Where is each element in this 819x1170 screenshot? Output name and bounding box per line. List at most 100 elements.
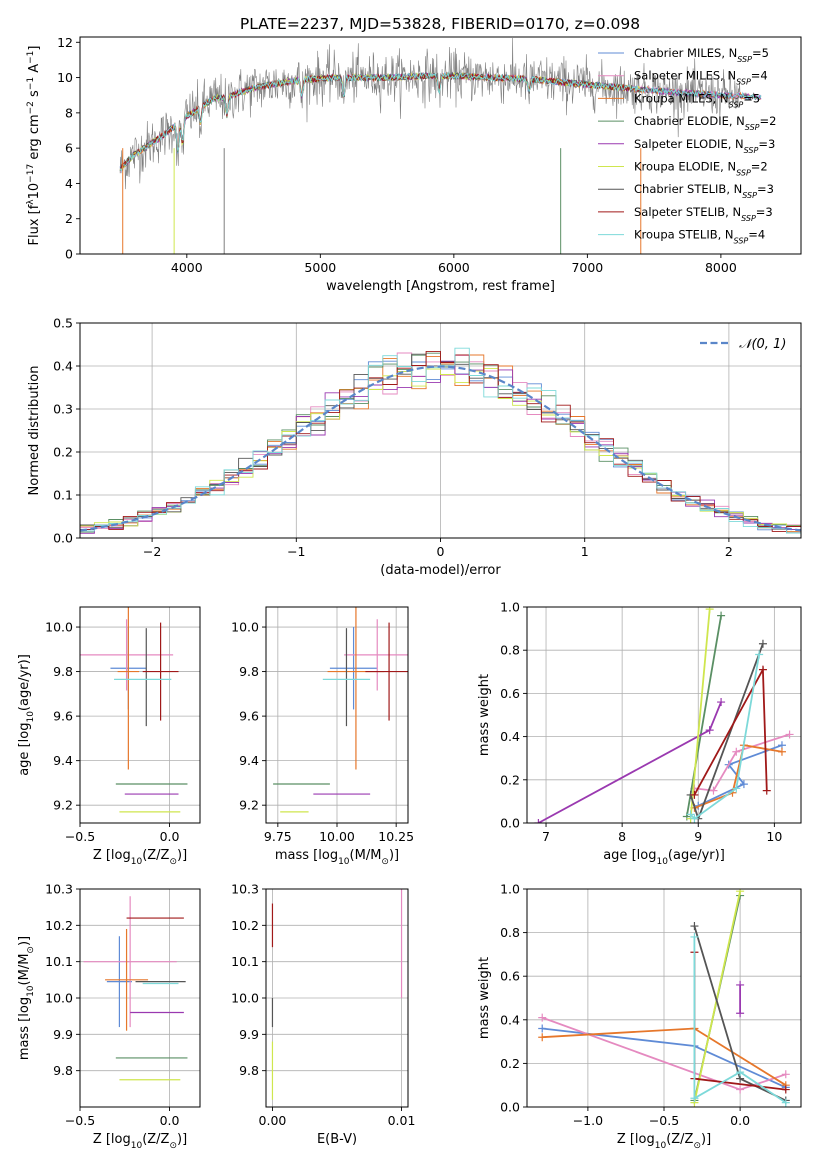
spectrum-ylabel-part: erg cm bbox=[27, 114, 42, 163]
age-vs-z-xtick-label: −0.5 bbox=[65, 829, 95, 844]
mass-weight-line bbox=[693, 937, 787, 1104]
residuals-xtick-label: 1 bbox=[581, 544, 589, 559]
mass-weight-vs-z-ytick-label: 1.0 bbox=[500, 882, 520, 897]
legend-entry-sub: SSP bbox=[745, 123, 760, 132]
legend-entry-sub: SSP bbox=[744, 145, 759, 154]
residuals-xtick-label: 0 bbox=[437, 544, 445, 559]
age-vs-mass-ytick-label: 9.6 bbox=[239, 709, 259, 724]
mass-weight-vs-age-xtick-label: 9 bbox=[694, 829, 702, 844]
legend-entry-name: Chabrier ELODIE, N bbox=[634, 114, 745, 128]
mass-weight-marker bbox=[690, 922, 699, 931]
legend-entry-name: Kroupa STELIB, N bbox=[634, 228, 734, 242]
residuals-ylabel: Normed distribution bbox=[27, 366, 42, 496]
residuals-ytick-label: 0.4 bbox=[53, 359, 73, 374]
mass-weight-vs-z-xlabel: Z [log10(Z/Z⊙)] bbox=[617, 1132, 711, 1151]
mass-vs-ebv-ytick-label: 9.9 bbox=[239, 1027, 259, 1042]
age-vs-z-ytick-label: 9.4 bbox=[53, 753, 73, 768]
mass-weight-vs-z-xlabel-part: (Z/Z bbox=[666, 1132, 693, 1147]
age-vs-z-plot-area bbox=[80, 607, 188, 813]
age-vs-z-axes: −0.5 0.09.29.49.69.810.0Z [log10(Z/Z⊙)]ag… bbox=[17, 606, 201, 867]
age-vs-mass-xlabel-part: )] bbox=[389, 848, 399, 863]
mass-vs-z-ytick-label: 9.8 bbox=[53, 1063, 73, 1078]
age-vs-mass-ytick-label: 9.8 bbox=[239, 664, 259, 679]
mass-weight-marker bbox=[538, 1024, 547, 1033]
age-vs-z-xlabel-part: )] bbox=[177, 848, 187, 863]
spectrum-xtick-label: 8000 bbox=[705, 260, 737, 275]
spectrum-model-line bbox=[119, 72, 641, 170]
mass-weight-vs-age-ytick-label: 1.0 bbox=[500, 600, 520, 615]
mass-vs-ebv-ytick-label: 10.3 bbox=[231, 882, 259, 897]
mass-vs-ebv-ytick-label: 9.8 bbox=[239, 1063, 259, 1078]
mass-vs-ebv-xlabel: E(B-V) bbox=[317, 1132, 357, 1147]
spectrum-frame bbox=[79, 36, 802, 255]
age-vs-z-ytick-label: 9.6 bbox=[53, 709, 73, 724]
mass-weight-marker bbox=[736, 1068, 745, 1077]
legend-entry-label: Salpeter STELIB, NSSP=3 bbox=[634, 205, 773, 223]
mass-weight-vs-z-xtick-label: 0.0 bbox=[730, 1113, 750, 1128]
mass-vs-z-axes: −0.5 0.09.89.910.010.110.210.3Z [log10(Z/… bbox=[17, 882, 201, 1151]
mass-weight-vs-age-ytick-label: 0.4 bbox=[500, 729, 520, 744]
mass-vs-z-xlabel-part: )] bbox=[177, 1132, 187, 1147]
mass-vs-z-ytick-label: 10.1 bbox=[45, 954, 73, 969]
mass-vs-z-ylabel-part: (M/M bbox=[17, 954, 32, 986]
mass-weight-marker bbox=[534, 819, 543, 823]
mass-weight-marker bbox=[755, 650, 764, 659]
residuals-ytick-label: 0.5 bbox=[53, 316, 73, 331]
legend-entry-count: =4 bbox=[748, 228, 765, 242]
age-vs-mass-xtick-label: 9.75 bbox=[264, 829, 292, 844]
legend-entry-count: =3 bbox=[758, 137, 775, 151]
residuals-ytick-label: 0.2 bbox=[53, 445, 73, 460]
mass-weight-vs-z-xlabel-part: ⊙ bbox=[693, 1141, 701, 1151]
mass-weight-marker bbox=[777, 747, 786, 756]
normal-legend-label: 𝒩(0, 1) bbox=[739, 337, 786, 352]
mass-weight-vs-age-xlabel-part: (age/yr)] bbox=[668, 848, 725, 863]
residuals-axes: −2 −1 0 1 2 0.0 0.1 0.2 0.3 0.4 0.5 (data-model)/er… bbox=[27, 316, 802, 578]
legend-entry-name: Chabrier MILES, N bbox=[634, 46, 737, 60]
mass-weight-line bbox=[685, 615, 722, 817]
mass-weight-vs-age-xlabel-part: 10 bbox=[656, 857, 668, 867]
age-vs-mass-xtick-label: 10.25 bbox=[378, 829, 414, 844]
mass-vs-z-ylabel-part: mass [log bbox=[17, 997, 32, 1060]
mass-weight-marker bbox=[705, 607, 714, 614]
mass-weight-marker bbox=[682, 812, 691, 821]
spectrum-ytick-label: 4 bbox=[65, 176, 73, 191]
mass-weight-vs-z-xlabel-part: 10 bbox=[655, 1141, 667, 1151]
mass-weight-marker bbox=[781, 1070, 790, 1079]
age-vs-mass-xlabel-part: ⊙ bbox=[381, 857, 389, 867]
residuals-xtick-label: −1 bbox=[287, 544, 305, 559]
spectrum-ytick-label: 6 bbox=[65, 141, 73, 156]
legend-entry-label: Chabrier STELIB, NSSP=3 bbox=[634, 182, 774, 200]
mass-weight-vs-age-frame bbox=[526, 606, 802, 824]
age-vs-mass-xlabel-part: (M/M bbox=[350, 848, 382, 863]
age-vs-z-xtick-label: 0.0 bbox=[160, 829, 180, 844]
mass-weight-marker bbox=[785, 730, 794, 739]
mass-vs-ebv-plot-area bbox=[271, 889, 403, 1100]
mass-weight-marker bbox=[705, 726, 714, 735]
mass-weight-vs-age-xtick-label: 10 bbox=[766, 829, 782, 844]
legend-entry-count: =3 bbox=[757, 182, 774, 196]
residuals-ytick-label: 0.3 bbox=[53, 402, 73, 417]
spectrum-ytick-label: 12 bbox=[57, 35, 73, 50]
legend-entry-label: Kroupa MILES, NSSP=5 bbox=[634, 91, 760, 109]
age-vs-z-frame bbox=[79, 606, 201, 824]
mass-weight-marker bbox=[736, 980, 745, 989]
residuals-ytick-label: 0.0 bbox=[53, 531, 73, 546]
figure-title: PLATE=2237, MJD=53828, FIBERID=0170, z=0… bbox=[240, 15, 640, 33]
mass-weight-marker bbox=[758, 665, 767, 674]
spectrum-xtick-label: 6000 bbox=[438, 260, 470, 275]
mass-weight-marker bbox=[736, 1009, 745, 1018]
spectrum-axes: 4000 5000 6000 7000 8000 0 2 4 6 8 10 12 wavelength … bbox=[26, 35, 802, 294]
age-vs-z-ytick-label: 10.0 bbox=[45, 620, 73, 635]
mass-weight-vs-age-ytick-label: 0.8 bbox=[500, 643, 520, 658]
legend-entry-name: Chabrier STELIB, N bbox=[634, 182, 742, 196]
residuals-ytick-label: 0.1 bbox=[53, 488, 73, 503]
mass-weight-line bbox=[693, 891, 741, 1103]
age-vs-z-xlabel-part: ⊙ bbox=[169, 857, 177, 867]
mass-vs-ebv-ytick-label: 10.0 bbox=[231, 991, 259, 1006]
age-vs-mass-xlabel: mass [log10(M/M⊙)] bbox=[275, 848, 399, 867]
legend-entry-count: =2 bbox=[760, 114, 777, 128]
mass-weight-marker bbox=[781, 1085, 790, 1094]
mass-weight-marker bbox=[686, 810, 695, 819]
legend-entry-label: Salpeter MILES, NSSP=4 bbox=[634, 69, 768, 87]
